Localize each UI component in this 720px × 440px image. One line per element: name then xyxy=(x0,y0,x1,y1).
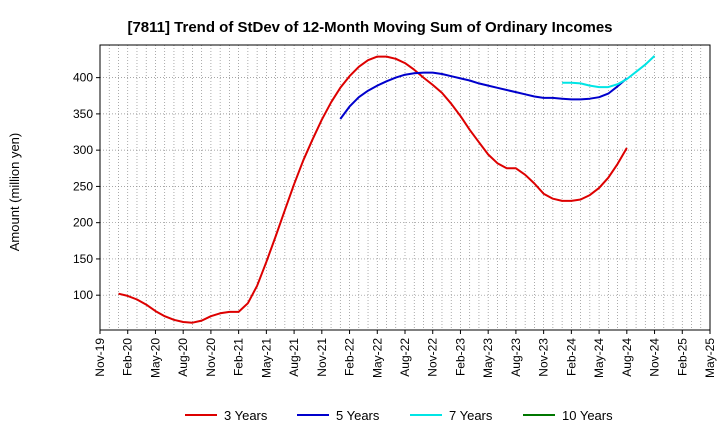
y-tick-label: 250 xyxy=(73,179,93,193)
x-tick-label: Feb-24 xyxy=(564,338,578,376)
x-tick-label: Nov-19 xyxy=(93,338,107,377)
x-tick-label: Aug-22 xyxy=(398,338,412,377)
x-tick-label: Aug-23 xyxy=(509,338,523,377)
x-tick-label: Nov-24 xyxy=(648,338,662,377)
y-tick-label: 200 xyxy=(73,216,93,230)
legend: 3 Years 5 Years 7 Years 10 Years xyxy=(185,408,613,423)
chart-title: [7811] Trend of StDev of 12-Month Moving… xyxy=(127,19,612,36)
x-tick-label: Feb-23 xyxy=(453,338,467,376)
x-tick-label: Feb-21 xyxy=(232,338,246,376)
legend-label: 3 Years xyxy=(224,408,268,423)
x-tick-label: May-22 xyxy=(370,338,384,378)
series-line-7-years xyxy=(562,55,656,89)
y-tick-label: 100 xyxy=(73,288,93,302)
y-tick-label: 300 xyxy=(73,143,93,157)
x-tick-label: Nov-22 xyxy=(426,338,440,377)
legend-label: 7 Years xyxy=(449,408,493,423)
x-tick-label: May-20 xyxy=(148,338,162,378)
y-axis-label: Amount (million yen) xyxy=(7,133,22,252)
x-tick-label: Feb-22 xyxy=(343,338,357,376)
x-tick-label: Nov-20 xyxy=(204,338,218,377)
series-line-3-years xyxy=(118,55,628,324)
x-tick-label: Aug-21 xyxy=(287,338,301,377)
x-tick-label: May-21 xyxy=(259,338,273,378)
x-tick-label: Feb-20 xyxy=(121,338,135,376)
x-tick-label: May-24 xyxy=(592,338,606,378)
x-tick-label: Nov-21 xyxy=(315,338,329,377)
y-axis-ticks: 100 150 200 250 300 350 400 xyxy=(73,71,100,302)
series-line-5-years xyxy=(339,71,628,120)
y-tick-label: 150 xyxy=(73,252,93,266)
y-tick-label: 400 xyxy=(73,71,93,85)
x-tick-label: Aug-20 xyxy=(176,338,190,377)
x-tick-label: May-25 xyxy=(703,338,717,378)
grid xyxy=(100,45,710,330)
x-tick-label: Aug-24 xyxy=(620,338,634,377)
legend-label: 5 Years xyxy=(336,408,380,423)
series-lines xyxy=(118,55,656,324)
plot-frame xyxy=(99,44,711,331)
y-tick-label: 350 xyxy=(73,107,93,121)
x-axis-ticks: Nov-19 Feb-20 May-20 Aug-20 Nov-20 Feb-21 May-… xyxy=(93,330,717,378)
x-tick-label: May-23 xyxy=(481,338,495,378)
x-tick-label: Feb-25 xyxy=(675,338,689,376)
x-tick-label: Nov-23 xyxy=(537,338,551,377)
legend-label: 10 Years xyxy=(562,408,613,423)
